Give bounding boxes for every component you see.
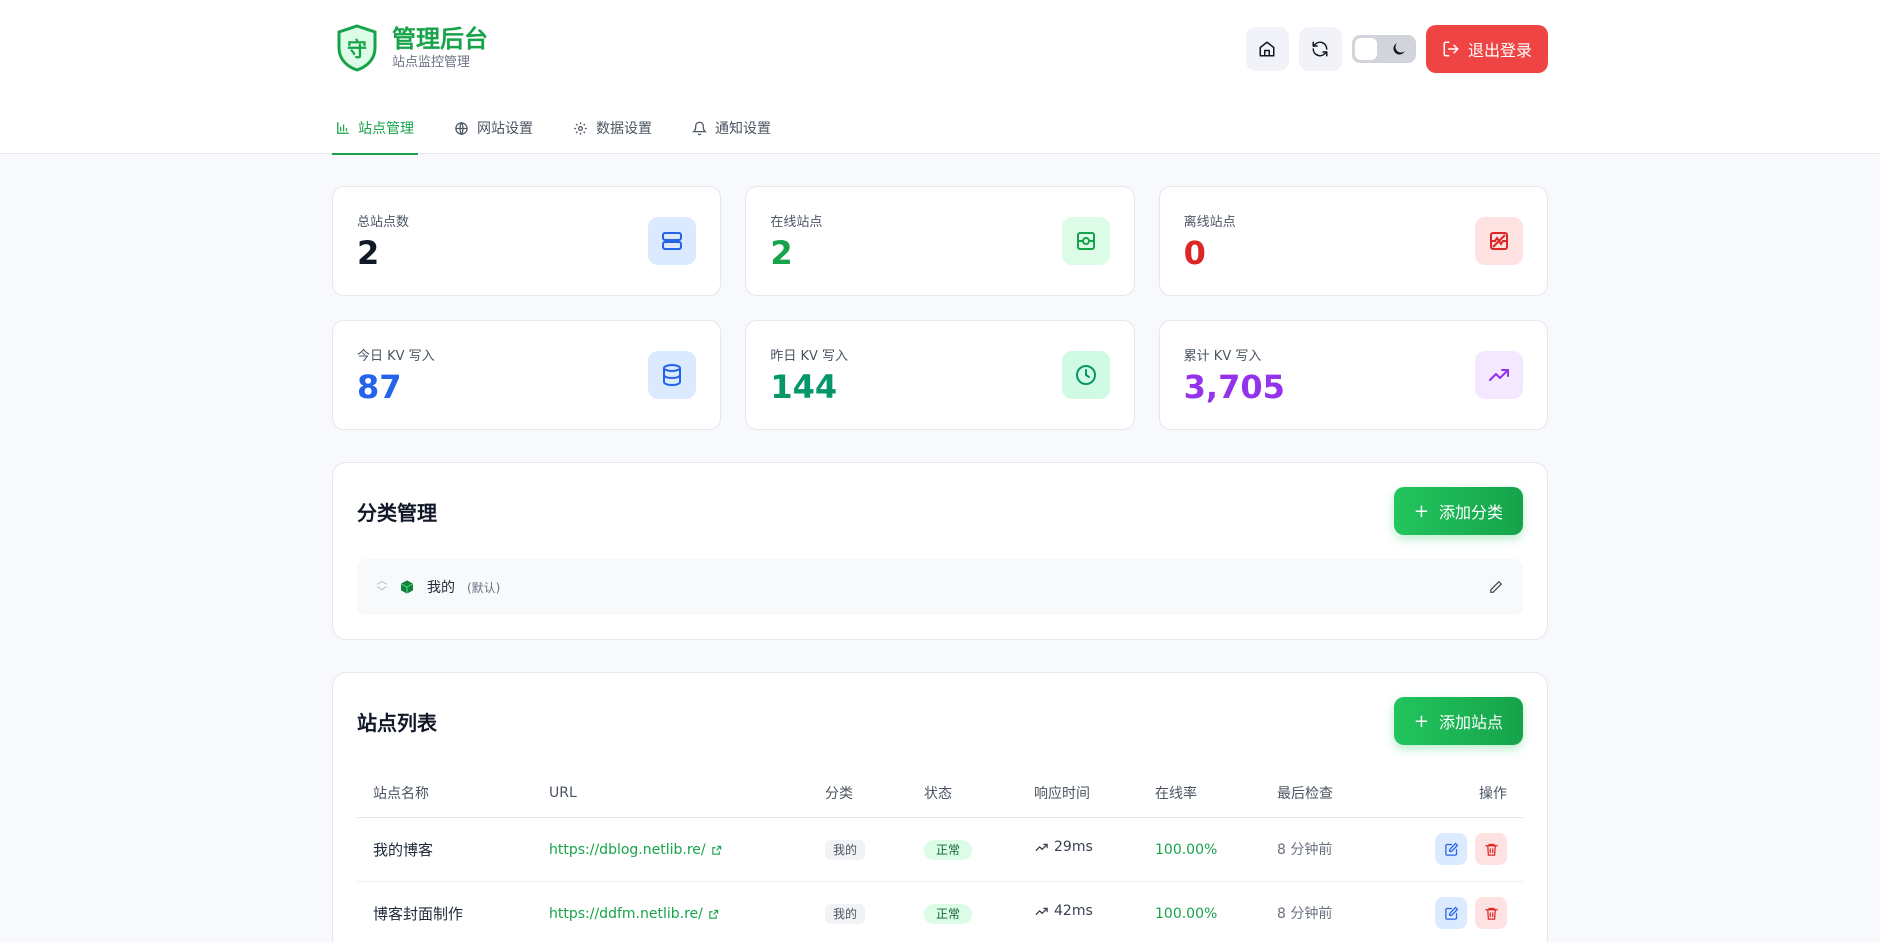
globe-icon — [455, 121, 468, 135]
offline-server-icon — [1475, 217, 1523, 265]
sort-arrows[interactable]: ︿ ﹀ — [377, 576, 387, 598]
category-panel-title: 分类管理 — [357, 500, 437, 525]
logout-icon — [1443, 41, 1459, 57]
site-url-link[interactable]: https://ddfm.netlib.re/ — [549, 906, 719, 922]
gear-icon — [574, 121, 587, 135]
logout-button[interactable]: 退出登录 — [1425, 25, 1548, 73]
edit-site-button[interactable] — [1435, 833, 1467, 865]
category-pill: 我的 — [825, 840, 866, 860]
site-url-link[interactable]: https://dblog.netlib.re/ — [549, 842, 722, 858]
site-name: 我的博客 — [357, 817, 533, 882]
trending-up-icon — [1475, 351, 1523, 399]
category-name: 我的 — [427, 580, 455, 596]
column-header: 站点名称 — [357, 769, 533, 818]
chevron-up-icon[interactable]: ︿ — [377, 576, 387, 587]
site-table: 站点名称 URL 分类 状态 响应时间 在线率 最后检查 操作 我的博客 htt… — [357, 769, 1523, 942]
trending-up-icon — [1035, 843, 1048, 851]
tab-notification-settings[interactable]: 通知设置 — [688, 103, 775, 155]
bell-icon — [692, 121, 707, 135]
status-badge: 正常 — [924, 904, 973, 924]
column-header: 最后检查 — [1261, 769, 1382, 818]
uptime-value: 100.00% — [1155, 842, 1218, 858]
last-check: 8 分钟前 — [1277, 906, 1333, 922]
uptime-value: 100.00% — [1155, 906, 1218, 922]
column-header: URL — [533, 769, 809, 818]
tab-site-management[interactable]: 站点管理 — [332, 103, 418, 155]
trending-up-icon — [1035, 907, 1048, 915]
site-list-title: 站点列表 — [357, 710, 437, 735]
online-server-icon — [1061, 217, 1110, 265]
column-header: 响应时间 — [1018, 769, 1139, 818]
external-link-icon — [709, 909, 719, 919]
edit-site-button[interactable] — [1435, 897, 1467, 929]
stat-value: 3,705 — [1183, 368, 1285, 406]
edit-icon — [1444, 842, 1458, 856]
delete-site-button[interactable] — [1475, 897, 1507, 929]
trash-icon — [1484, 843, 1498, 856]
header-actions: 退出登录 — [1245, 25, 1548, 73]
external-link-icon — [711, 845, 721, 855]
stat-card-total: 总站点数 2 — [332, 186, 722, 296]
category-pill: 我的 — [825, 904, 866, 924]
home-button[interactable] — [1245, 27, 1289, 71]
site-name: 博客封面制作 — [357, 881, 533, 942]
brand-subtitle: 站点监控管理 — [392, 55, 471, 70]
column-header: 操作 — [1381, 769, 1523, 818]
brand: 守 管理后台 站点监控管理 — [336, 24, 488, 72]
bar-chart-icon — [337, 122, 349, 134]
stat-value: 87 — [357, 368, 402, 406]
svg-text:守: 守 — [347, 37, 367, 61]
status-badge: 正常 — [924, 840, 973, 860]
edit-icon — [1444, 906, 1458, 920]
delete-site-button[interactable] — [1475, 833, 1507, 865]
stats-grid: 总站点数 2 在线站点 2 离线站点 0 今日 KV 写入 87 — [332, 186, 1548, 430]
stat-value: 2 — [770, 234, 793, 272]
stat-value: 0 — [1183, 234, 1206, 272]
site-list-panel: 站点列表 + 添加站点 站点名称 URL 分类 状态 响应时间 在线率 最后检查… — [332, 672, 1548, 942]
column-header: 状态 — [908, 769, 1018, 818]
plus-icon: + — [1413, 710, 1429, 732]
tab-data-settings[interactable]: 数据设置 — [569, 103, 656, 155]
top-header: 守 管理后台 站点监控管理 退出登录 — [0, 0, 1880, 155]
logout-label: 退出登录 — [1467, 41, 1532, 60]
table-row: 我的博客 https://dblog.netlib.re/ 我的 正常 29ms… — [357, 817, 1523, 882]
stat-card-online: 在线站点 2 — [745, 186, 1135, 296]
response-time: 29ms — [1054, 839, 1093, 856]
database-icon — [648, 351, 697, 399]
stat-value: 144 — [770, 368, 838, 406]
stat-value: 2 — [357, 234, 380, 272]
response-time: 42ms — [1054, 903, 1093, 920]
cube-icon — [400, 580, 414, 594]
main-content: 总站点数 2 在线站点 2 离线站点 0 今日 KV 写入 87 — [332, 154, 1548, 942]
server-icon — [648, 217, 697, 265]
home-icon — [1259, 41, 1275, 57]
column-header: 在线率 — [1139, 769, 1261, 818]
shield-logo-icon: 守 — [337, 24, 377, 72]
category-panel: 分类管理 + 添加分类 ︿ ﹀ 我的 (默认) — [332, 462, 1548, 640]
add-category-button[interactable]: + 添加分类 — [1393, 487, 1523, 535]
nav-tabs: 站点管理 网站设置 数据设置 通知设置 — [332, 103, 807, 155]
clock-icon — [1061, 351, 1110, 399]
stat-card-kv-today: 今日 KV 写入 87 — [332, 320, 722, 430]
moon-icon — [1393, 43, 1405, 55]
chevron-down-icon[interactable]: ﹀ — [377, 587, 387, 598]
stat-card-offline: 离线站点 0 — [1158, 186, 1548, 296]
stat-card-kv-yesterday: 昨日 KV 写入 144 — [745, 320, 1135, 430]
table-row: 博客封面制作 https://ddfm.netlib.re/ 我的 正常 42m… — [357, 881, 1523, 942]
last-check: 8 分钟前 — [1277, 842, 1333, 858]
theme-toggle[interactable] — [1351, 35, 1416, 63]
category-default-tag: (默认) — [467, 580, 501, 595]
trash-icon — [1484, 907, 1498, 920]
refresh-button[interactable] — [1298, 27, 1342, 71]
refresh-icon — [1312, 41, 1328, 57]
add-site-button[interactable]: + 添加站点 — [1393, 697, 1523, 745]
plus-icon: + — [1413, 500, 1429, 522]
pencil-icon[interactable] — [1489, 580, 1503, 594]
category-item: ︿ ﹀ 我的 (默认) — [357, 559, 1523, 615]
stat-card-kv-total: 累计 KV 写入 3,705 — [1158, 320, 1548, 430]
toggle-knob — [1354, 38, 1377, 60]
tab-website-settings[interactable]: 网站设置 — [450, 103, 537, 155]
brand-title: 管理后台 — [392, 25, 488, 53]
column-header: 分类 — [809, 769, 908, 818]
